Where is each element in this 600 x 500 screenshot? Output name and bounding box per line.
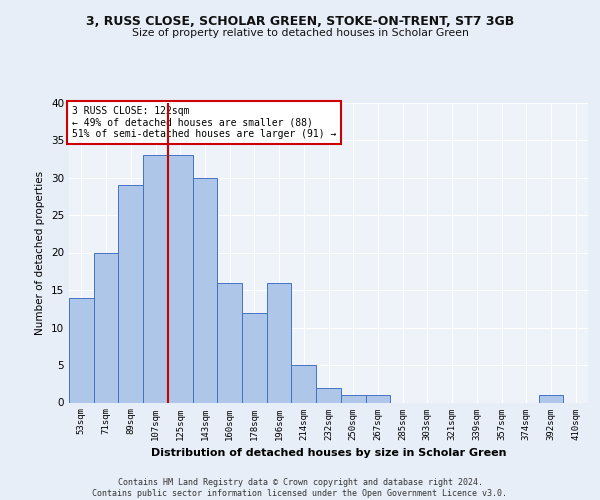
Bar xyxy=(118,185,143,402)
Bar xyxy=(292,365,316,403)
Bar xyxy=(242,312,267,402)
Text: 3 RUSS CLOSE: 122sqm
← 49% of detached houses are smaller (88)
51% of semi-detac: 3 RUSS CLOSE: 122sqm ← 49% of detached h… xyxy=(71,106,336,138)
Bar xyxy=(193,178,217,402)
Bar xyxy=(94,252,118,402)
Bar xyxy=(69,298,94,403)
Y-axis label: Number of detached properties: Number of detached properties xyxy=(35,170,46,334)
Text: Contains HM Land Registry data © Crown copyright and database right 2024.
Contai: Contains HM Land Registry data © Crown c… xyxy=(92,478,508,498)
X-axis label: Distribution of detached houses by size in Scholar Green: Distribution of detached houses by size … xyxy=(151,448,506,458)
Text: 3, RUSS CLOSE, SCHOLAR GREEN, STOKE-ON-TRENT, ST7 3GB: 3, RUSS CLOSE, SCHOLAR GREEN, STOKE-ON-T… xyxy=(86,15,514,28)
Bar xyxy=(341,395,365,402)
Bar xyxy=(316,388,341,402)
Bar xyxy=(168,155,193,402)
Bar xyxy=(267,282,292,403)
Bar xyxy=(143,155,168,402)
Bar xyxy=(217,282,242,403)
Bar xyxy=(539,395,563,402)
Bar xyxy=(365,395,390,402)
Text: Size of property relative to detached houses in Scholar Green: Size of property relative to detached ho… xyxy=(131,28,469,38)
